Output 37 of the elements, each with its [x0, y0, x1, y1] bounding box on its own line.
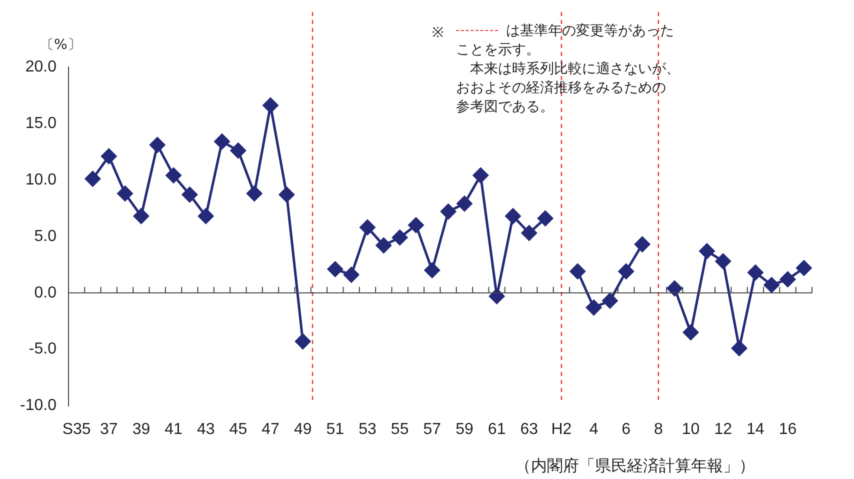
x-tick-label: 16 — [778, 420, 797, 438]
x-tick-label: 8 — [654, 420, 663, 438]
annotation: 本来は時系列比較に適さないが、 — [469, 60, 680, 78]
text: は基準年の変更等があった — [506, 22, 674, 40]
y-axis-title: 〔%〕 — [40, 36, 82, 54]
x-tick-label: 10 — [682, 420, 700, 438]
text: （内閣府「県民経済計算年報」） — [515, 456, 755, 477]
x-tick-label: 4 — [589, 420, 598, 438]
x-tick-label: 12 — [714, 420, 732, 438]
y-tick-label: 5.0 — [34, 228, 57, 245]
x-tick-label: 47 — [262, 420, 280, 438]
x-tick-label: S35 — [62, 420, 91, 438]
text: ※ — [432, 24, 444, 41]
x-tick-label: 63 — [520, 420, 538, 438]
annotation: おおよその経済推移をみるための — [456, 79, 666, 97]
text: ことを示す。 — [456, 41, 540, 59]
x-tick-label: 49 — [294, 420, 312, 438]
x-tick-label: 37 — [100, 420, 118, 438]
y-tick-label: 0.0 — [34, 284, 57, 302]
x-tick-label: 55 — [390, 420, 409, 438]
x-tick-label: 6 — [622, 420, 631, 438]
y-tick-label: 20.0 — [25, 58, 57, 76]
x-tick-label: 45 — [229, 420, 248, 438]
x-tick-label: 51 — [326, 420, 344, 438]
x-tick-label: 53 — [358, 420, 376, 438]
x-tick-label: H2 — [551, 420, 572, 438]
x-tick-label: 61 — [488, 420, 506, 438]
x-tick-label: 57 — [423, 420, 442, 438]
x-tick-label: 14 — [746, 420, 764, 438]
y-tick-label: -10.0 — [20, 397, 57, 414]
x-tick-label: 41 — [164, 420, 183, 438]
y-tick-label: -5.0 — [28, 340, 57, 358]
x-tick-label: 39 — [132, 420, 150, 438]
y-tick-label: 15.0 — [25, 114, 57, 132]
y-tick-label: 10.0 — [25, 171, 57, 188]
x-tick-label: 59 — [456, 420, 474, 438]
x-tick-label: 43 — [196, 420, 215, 438]
